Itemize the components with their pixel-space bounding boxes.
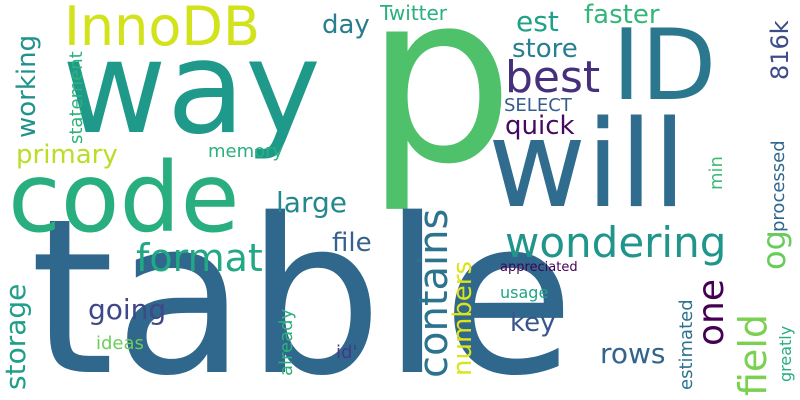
word-processed: processed xyxy=(768,140,789,232)
word-wondering: wondering xyxy=(505,218,727,267)
word-numbers: numbers xyxy=(448,260,478,376)
word-816k: 816k xyxy=(766,20,794,80)
word-quick: quick xyxy=(505,111,575,141)
word-estimated: estimated xyxy=(676,299,697,390)
word-best: best xyxy=(505,52,601,103)
word-key: key xyxy=(510,308,556,338)
word-greatly: greatly xyxy=(776,325,795,382)
word-Twitter: Twitter xyxy=(380,1,448,25)
word-storage: storage xyxy=(0,283,32,390)
word-og: og xyxy=(755,230,793,270)
word-working: working xyxy=(12,34,42,138)
word-statement: statement xyxy=(66,51,87,144)
word-code: code xyxy=(8,142,240,254)
word-id-quote: id' xyxy=(336,342,358,363)
word-already: already xyxy=(276,308,297,376)
word-large: large xyxy=(276,186,347,219)
word-store: store xyxy=(512,34,578,64)
word-SELECT: SELECT xyxy=(504,95,572,116)
word-ideas: ideas xyxy=(96,333,144,354)
word-will: will xyxy=(488,96,687,235)
word-InnoDB: InnoDB xyxy=(64,0,261,58)
word-rows: rows xyxy=(600,337,666,370)
word-min: min xyxy=(706,156,727,190)
word-going: going xyxy=(88,293,167,326)
word-memory: memory xyxy=(208,141,284,162)
word-est: est xyxy=(516,5,559,38)
word-appreciated: appreciated xyxy=(500,260,578,275)
word-way: way xyxy=(62,14,321,163)
word-day: day xyxy=(322,10,370,40)
word-table: table xyxy=(30,172,575,400)
word-file: file xyxy=(332,228,372,258)
word-usage: usage xyxy=(500,283,549,302)
word-primary: primary xyxy=(16,140,118,170)
word-one: one xyxy=(691,279,732,346)
word-field: field xyxy=(731,314,775,396)
word-format: format xyxy=(136,236,263,280)
word-faster: faster xyxy=(584,0,660,30)
word-p: p xyxy=(365,0,515,216)
word-ID: ID xyxy=(612,9,717,123)
